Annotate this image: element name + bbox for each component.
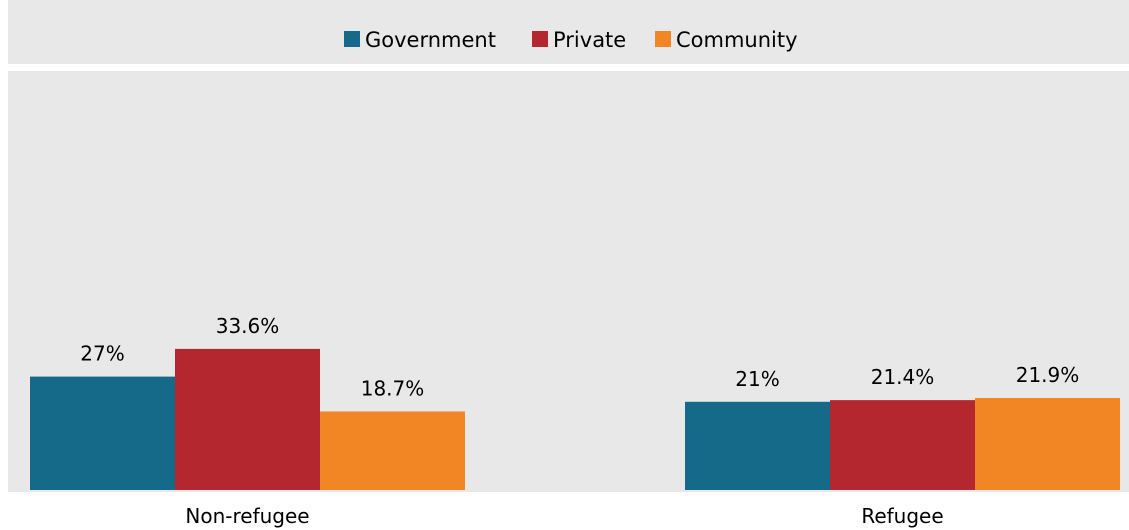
bar-private-1 — [830, 400, 975, 490]
data-label-community-0: 18.7% — [361, 376, 425, 400]
bar-government-1 — [685, 401, 830, 490]
legend-label-government: Government — [365, 28, 496, 52]
category-label-0: Non-refugee — [185, 504, 309, 528]
data-labels: 27% 33.6% 18.7% 21% 21.4% 21.9% — [80, 314, 1079, 401]
legend: Government Private Community — [344, 28, 798, 52]
bar-government-0 — [30, 376, 175, 490]
data-label-government-0: 27% — [80, 342, 124, 366]
legend-swatch-private — [532, 31, 548, 47]
legend-background — [8, 0, 1129, 64]
bar-community-0 — [320, 411, 465, 490]
legend-label-community: Community — [676, 28, 798, 52]
bar-community-1 — [975, 398, 1120, 490]
bar-private-0 — [175, 348, 320, 490]
legend-label-private: Private — [553, 28, 626, 52]
legend-swatch-community — [655, 31, 671, 47]
data-label-private-0: 33.6% — [216, 314, 280, 338]
data-label-private-1: 21.4% — [871, 365, 935, 389]
legend-swatch-government — [344, 31, 360, 47]
data-label-community-1: 21.9% — [1016, 363, 1080, 387]
bars — [30, 348, 1120, 490]
category-label-1: Refugee — [861, 504, 943, 528]
category-axis: Non-refugee Refugee — [185, 504, 943, 528]
data-label-government-1: 21% — [735, 367, 779, 391]
